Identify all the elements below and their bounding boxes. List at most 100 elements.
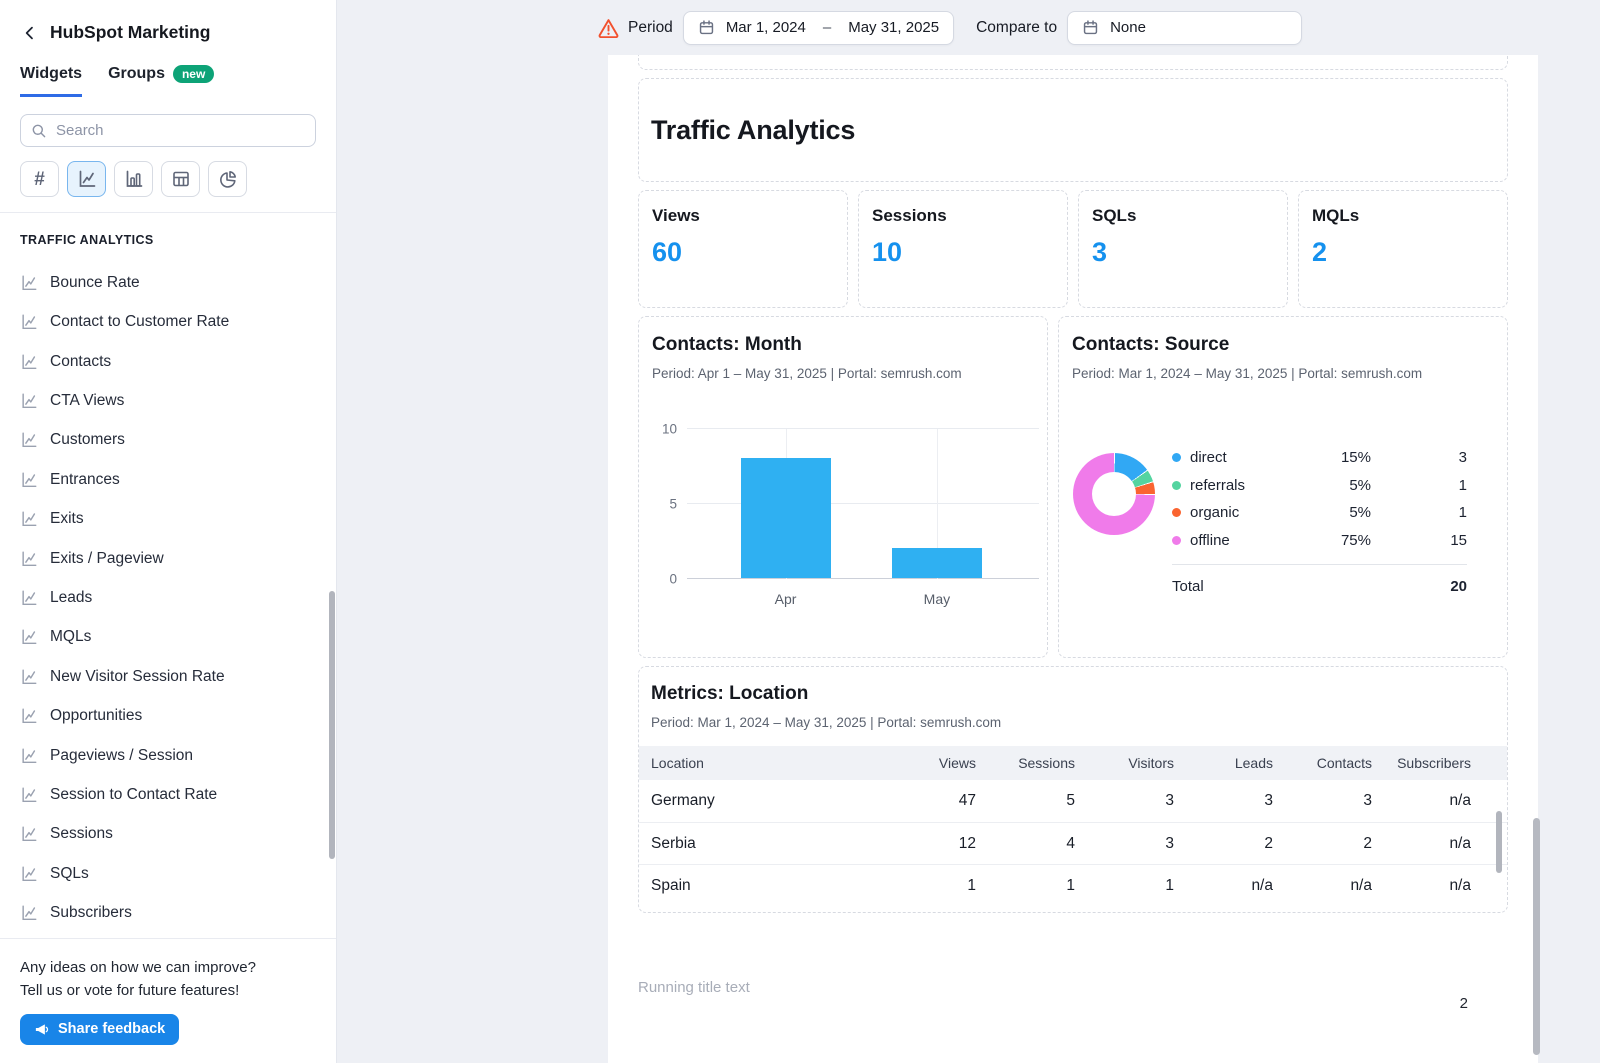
- running-title: Running title text: [638, 979, 750, 996]
- table-icon: [171, 169, 191, 189]
- line-chart-icon: [20, 786, 38, 804]
- total-value: 20: [1450, 578, 1467, 595]
- bar-may: [891, 548, 982, 578]
- sidebar-item-mqls[interactable]: MQLs: [20, 618, 316, 657]
- table-scrollbar[interactable]: [1496, 811, 1502, 873]
- value-cell: 1: [1066, 876, 1075, 894]
- line-chart-icon: [20, 707, 38, 725]
- filter-table-widgets[interactable]: [161, 161, 200, 198]
- stat-card-mqls[interactable]: MQLs 2: [1298, 190, 1508, 308]
- stat-label: SQLs: [1092, 206, 1137, 225]
- column-header-views: Views: [938, 755, 976, 771]
- contacts-month-widget[interactable]: Contacts: Month Period: Apr 1 – May 31, …: [638, 316, 1048, 658]
- period-label: Period: [628, 18, 673, 36]
- value-cell: 3: [1165, 792, 1174, 809]
- charts-row: Contacts: Month Period: Apr 1 – May 31, …: [638, 316, 1508, 658]
- share-feedback-button[interactable]: Share feedback: [20, 1014, 180, 1045]
- stat-value: 60: [652, 237, 683, 267]
- legend-value: 3: [1458, 449, 1467, 467]
- stat-value: 10: [872, 237, 903, 267]
- x-tick-label: Apr: [774, 591, 797, 607]
- filter-pie-chart-widgets[interactable]: [208, 161, 247, 198]
- source-chart-title: Contacts: Source: [1072, 334, 1230, 355]
- sidebar-item-pageviews-session[interactable]: Pageviews / Session: [20, 736, 316, 775]
- calendar-icon: [1082, 19, 1110, 36]
- sidebar-item-subscribers[interactable]: Subscribers: [20, 893, 316, 932]
- line-chart-icon: [20, 392, 38, 410]
- period-date-range[interactable]: Mar 1, 2024 – May 31, 2025: [682, 10, 955, 45]
- sidebar-item-label: Pageviews / Session: [50, 746, 194, 764]
- stat-value: 3: [1092, 237, 1108, 267]
- table-header-row: Location Views Sessions Visitors Leads Contac…: [639, 746, 1507, 780]
- sidebar-item-sessions[interactable]: Sessions: [20, 815, 316, 854]
- line-chart-icon: [20, 431, 38, 449]
- filter-bar-chart-widgets[interactable]: [114, 161, 153, 198]
- tab-groups[interactable]: Groups new: [108, 65, 215, 97]
- feedback-text-line2: Tell us or vote for future features!: [20, 981, 240, 999]
- sidebar-item-leads[interactable]: Leads: [20, 578, 316, 617]
- sidebar-item-customers[interactable]: Customers: [20, 421, 316, 460]
- value-cell: 3: [1363, 792, 1372, 809]
- line-chart-icon: [20, 747, 38, 765]
- compare-to-label: Compare to: [976, 18, 1058, 36]
- legend-row-offline: offline 75% 15: [1172, 527, 1467, 555]
- line-chart-icon: [20, 628, 38, 646]
- contacts-source-widget[interactable]: Contacts: Source Period: Mar 1, 2024 – M…: [1058, 316, 1508, 658]
- filter-line-chart-widgets[interactable]: [67, 161, 106, 198]
- source-chart-subtitle: Period: Mar 1, 2024 – May 31, 2025 | Por…: [1072, 366, 1423, 381]
- compare-to-select[interactable]: None: [1067, 10, 1303, 45]
- value-cell: 1: [967, 876, 976, 894]
- report-title: Traffic Analytics: [651, 114, 856, 145]
- stat-label: MQLs: [1312, 206, 1360, 225]
- legend-row-organic: organic 5% 1: [1172, 499, 1467, 527]
- sidebar-tabs: Widgets Groups new: [20, 65, 316, 98]
- gridline: [687, 428, 1039, 429]
- tab-widgets[interactable]: Widgets: [20, 65, 83, 98]
- legend-percent: 5%: [1349, 476, 1371, 494]
- sidebar-item-label: Sessions: [50, 825, 113, 843]
- sidebar-item-new-visitor-session-rate[interactable]: New Visitor Session Rate: [20, 657, 316, 696]
- filter-number-widgets[interactable]: #: [20, 161, 59, 198]
- sidebar-item-entrances[interactable]: Entrances: [20, 460, 316, 499]
- sidebar-item-session-to-contact-rate[interactable]: Session to Contact Rate: [20, 775, 316, 814]
- line-chart-icon: [20, 904, 38, 922]
- sidebar-scrollbar[interactable]: [329, 591, 335, 860]
- sidebar-item-label: New Visitor Session Rate: [50, 667, 225, 685]
- tab-groups-label: Groups: [108, 65, 165, 83]
- sidebar-item-label: Contact to Customer Rate: [50, 313, 230, 331]
- line-chart-icon: [20, 274, 38, 292]
- back-button[interactable]: [20, 23, 40, 43]
- sidebar-title: HubSpot Marketing: [50, 22, 211, 42]
- location-cell: Spain: [651, 876, 691, 894]
- feedback-text-line1: Any ideas on how we can improve?: [20, 958, 256, 976]
- search-input[interactable]: [20, 114, 316, 148]
- metrics-location-widget[interactable]: Metrics: Location Period: Mar 1, 2024 – …: [638, 666, 1508, 913]
- stat-card-sqls[interactable]: SQLs 3: [1078, 190, 1288, 308]
- gridline: [687, 503, 1039, 504]
- sidebar-item-contact-to-customer-rate[interactable]: Contact to Customer Rate: [20, 303, 316, 342]
- sidebar-item-label: Opportunities: [50, 707, 143, 725]
- stat-card-sessions[interactable]: Sessions 10: [858, 190, 1068, 308]
- stat-card-views[interactable]: Views 60: [638, 190, 848, 308]
- value-cell: 12: [958, 834, 976, 852]
- sidebar-item-label: Subscribers: [50, 904, 132, 922]
- report-title-widget[interactable]: Traffic Analytics: [638, 78, 1508, 182]
- search-box: [20, 114, 316, 148]
- location-cell: Germany: [651, 792, 715, 809]
- sidebar-item-exits[interactable]: Exits: [20, 500, 316, 539]
- bar-chart-y-axis: 0 5 10: [649, 422, 677, 587]
- sidebar-item-opportunities[interactable]: Opportunities: [20, 696, 316, 735]
- sidebar-item-label: Customers: [50, 431, 125, 449]
- sidebar-item-sqls[interactable]: SQLs: [20, 854, 316, 893]
- legend-row-direct: direct 15% 3: [1172, 444, 1467, 472]
- sidebar-item-label: Contacts: [50, 352, 112, 370]
- sidebar-item-contacts[interactable]: Contacts: [20, 342, 316, 381]
- bar-apr: [740, 458, 831, 578]
- sidebar-item-exits-pageview[interactable]: Exits / Pageview: [20, 539, 316, 578]
- column-header-contacts: Contacts: [1316, 755, 1372, 771]
- sidebar-item-cta-views[interactable]: CTA Views: [20, 381, 316, 420]
- window-scrollbar[interactable]: [1533, 818, 1540, 1055]
- line-chart-icon: [20, 313, 38, 331]
- legend-percent: 5%: [1349, 504, 1371, 522]
- sidebar-item-bounce-rate[interactable]: Bounce Rate: [20, 263, 316, 302]
